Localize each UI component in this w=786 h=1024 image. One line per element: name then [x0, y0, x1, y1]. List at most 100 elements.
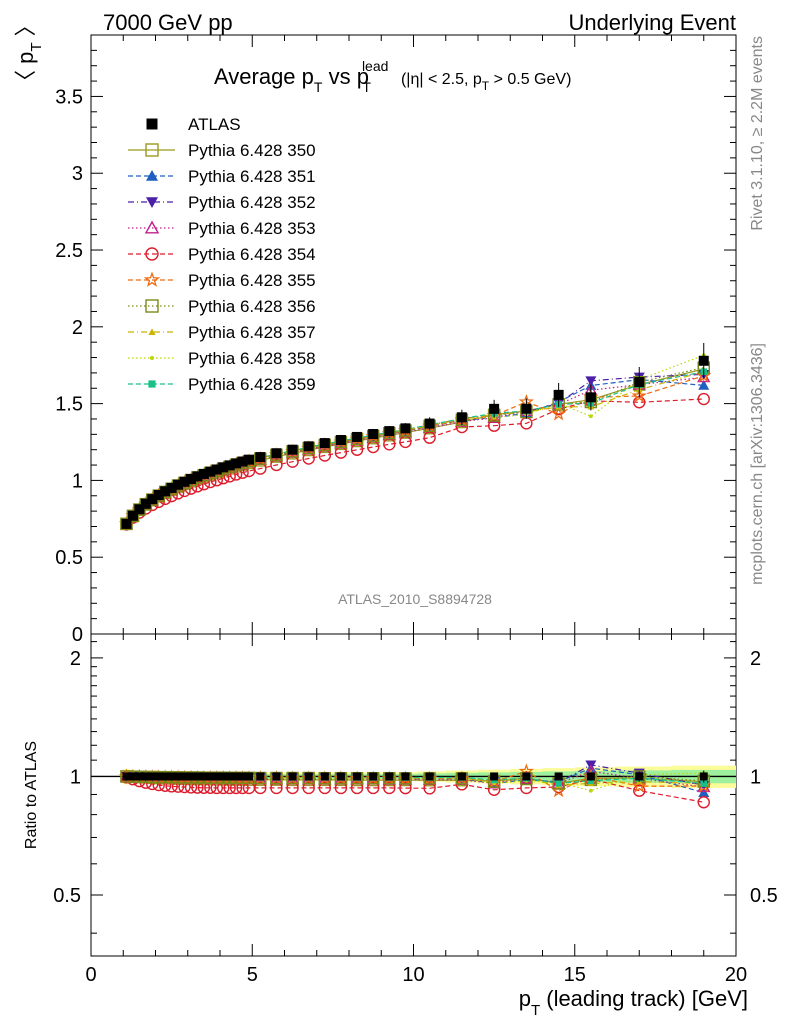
y-axis-label: 〈 pT 〉: [13, 14, 45, 92]
ratio-tick-label: 0.5: [53, 885, 81, 907]
pythia-354-point: [254, 462, 267, 475]
legend-marker-pythia-356: [145, 299, 159, 313]
atlas-ratio-point: [425, 772, 434, 781]
rivet-version-label: Rivet 3.1.10, ≥ 2.2M events: [749, 36, 766, 231]
atlas-ratio-point: [122, 772, 131, 781]
y-tick-label: 3: [72, 163, 83, 185]
x-tick-label: 0: [85, 964, 96, 986]
x-tick-label: 15: [564, 964, 586, 986]
legend-marker-pythia-354: [145, 247, 159, 261]
legend-marker-atlas: [146, 118, 158, 130]
legend-marker-pythia-351: [146, 170, 158, 181]
pythia-354-point: [697, 392, 710, 406]
pythia-354-point: [487, 419, 501, 432]
atlas-point: [489, 403, 500, 414]
pythia-355-ratio-point: [301, 770, 317, 785]
atlas-point: [218, 462, 229, 473]
atlas-point: [121, 518, 132, 529]
ratio-y-axis-label: Ratio to ATLAS: [23, 741, 40, 849]
atlas-point: [335, 435, 346, 446]
atlas-point: [585, 392, 596, 403]
y-tick-label: 1.5: [55, 394, 83, 416]
atlas-ratio-point: [212, 772, 221, 781]
y-tick-label: 2.5: [55, 240, 83, 262]
pythia-354-ratio-point: [383, 781, 396, 795]
atlas-point: [153, 490, 164, 501]
pythia-354-point: [229, 468, 243, 481]
legend-label-pythia-358: Pythia 6.428 358: [188, 349, 316, 368]
atlas-ratio-point: [635, 772, 644, 781]
atlas-ratio-point: [135, 772, 144, 781]
pythia-354-point: [217, 471, 230, 485]
atlas-point: [127, 510, 138, 521]
atlas-ratio-point: [199, 772, 208, 781]
legend-label-pythia-354: Pythia 6.428 354: [188, 245, 316, 264]
legend-label-pythia-359: Pythia 6.428 359: [188, 375, 316, 394]
pythia-356-point: [120, 517, 133, 531]
pythia-354-ratio-point: [366, 781, 380, 795]
atlas-point: [173, 479, 184, 490]
legend-label-pythia-351: Pythia 6.428 351: [188, 167, 316, 186]
y-tick-label: 0.5: [55, 547, 83, 569]
atlas-ratio-point: [193, 772, 202, 781]
atlas-ratio-point: [245, 772, 254, 781]
legend-marker-pythia-353: [144, 220, 160, 234]
x-tick-label: 10: [402, 964, 424, 986]
pythia-354-ratio-point: [210, 781, 223, 795]
atlas-ratio-point: [320, 772, 329, 781]
pythia-355-ratio-point: [349, 770, 365, 785]
ratio-tick-label-right: 0.5: [750, 885, 778, 907]
axes-group: 0 5 10 15 20 0 0.5 1 1.5 2 2.5 3 3.5 0.5 0.5 1 1 2 2: [53, 35, 778, 986]
y-tick-label: 0: [72, 624, 83, 646]
pythia-355-ratio-point: [284, 770, 301, 785]
legend-label-pythia-350: Pythia 6.428 350: [188, 141, 316, 160]
atlas-ratio-point: [304, 772, 313, 781]
atlas-ratio-point: [401, 772, 410, 781]
atlas-ratio-point: [457, 772, 466, 781]
pythia-355-point: [631, 387, 647, 403]
atlas-point: [192, 471, 203, 482]
legend-label-pythia-353: Pythia 6.428 353: [188, 219, 316, 238]
atlas-point: [287, 444, 298, 455]
legend-label-atlas: ATLAS: [188, 115, 241, 134]
atlas-ratio-point: [256, 772, 265, 781]
legend-marker-pythia-352: [146, 197, 158, 208]
atlas-point: [255, 452, 266, 463]
atlas-point: [185, 474, 196, 485]
pythia-354-point: [210, 473, 223, 487]
pythia-354-ratio-point: [334, 781, 348, 795]
legend-marker-pythia-355: [143, 271, 161, 287]
x-axis-label: pT (leading track) [GeV]: [519, 986, 748, 1019]
atlas-ratio-point: [336, 772, 345, 781]
atlas-point: [147, 494, 158, 505]
atlas-point: [166, 482, 177, 493]
pythia-354-ratio-point: [217, 781, 230, 795]
legend-marker-pythia-350: [145, 143, 159, 157]
atlas-ratio-point: [180, 772, 189, 781]
atlas-point: [384, 426, 395, 437]
atlas-point: [303, 441, 314, 452]
atlas-ratio-point: [206, 772, 215, 781]
atlas-ratio-point: [288, 772, 297, 781]
pythia-354-ratio-point: [178, 780, 191, 794]
pythia-351-point: [698, 379, 710, 390]
ratio-tick-label-right: 2: [750, 648, 761, 670]
series-marks-group: [118, 343, 712, 809]
atlas-ratio-point: [238, 772, 247, 781]
legend-label-pythia-356: Pythia 6.428 356: [188, 297, 316, 316]
legend-marker-pythia-358: [149, 355, 155, 361]
pythia-354-ratio-point: [697, 796, 710, 809]
pythia-354-ratio-point: [254, 781, 267, 795]
atlas-ratio-point: [232, 772, 241, 781]
x-tick-label: 20: [725, 964, 747, 986]
pythia-354-ratio-point: [223, 781, 236, 795]
pythia-355-ratio-point: [631, 778, 647, 793]
pythia-354-ratio-point: [184, 781, 198, 794]
pythia-355-ratio-point: [381, 770, 397, 785]
pythia-355-line: [126, 375, 704, 525]
pythia-356-point: [126, 509, 140, 523]
pythia-354-point: [223, 470, 236, 483]
pythia-354-ratio-point: [270, 781, 283, 795]
pythia-354-ratio-point: [229, 781, 243, 795]
ratio-tick-label: 1: [70, 766, 81, 788]
